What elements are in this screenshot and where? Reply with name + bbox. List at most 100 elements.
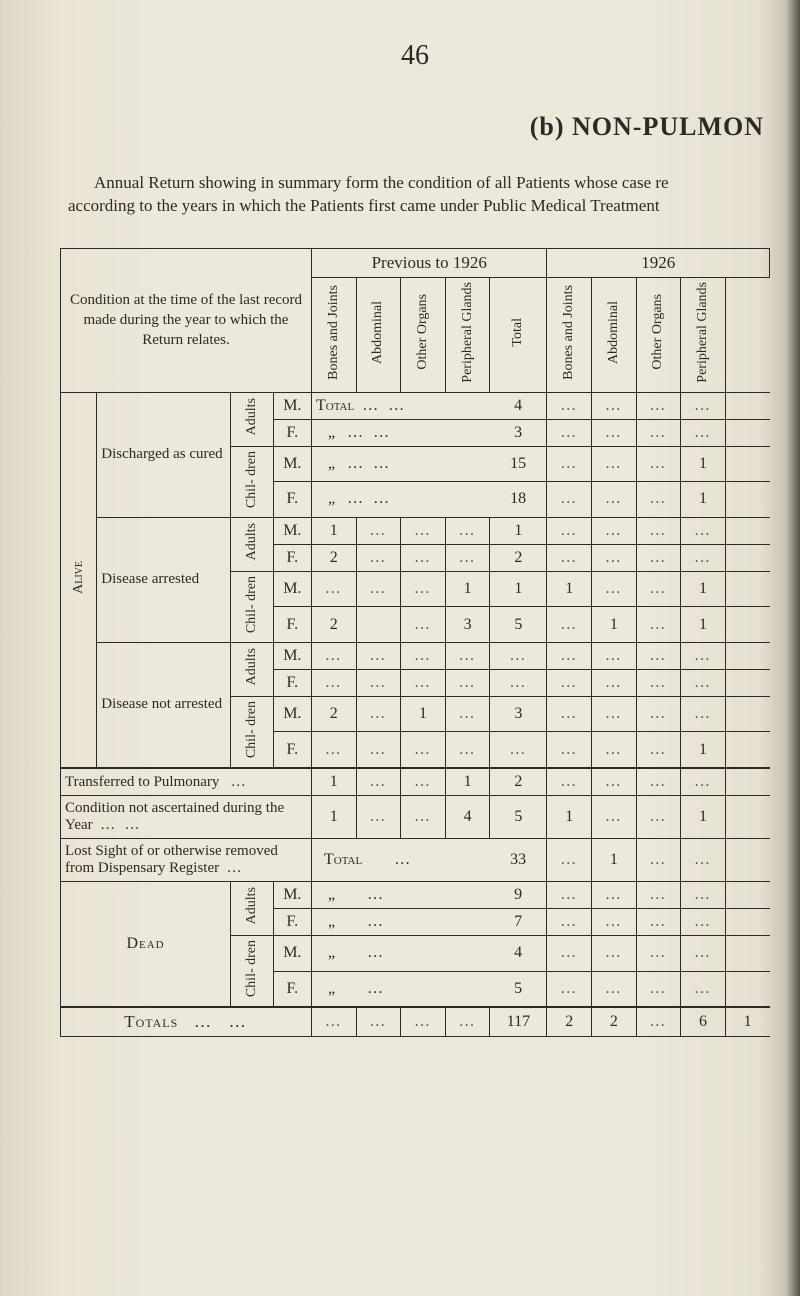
cell: … xyxy=(547,936,592,971)
ellipsis: … xyxy=(394,851,412,868)
cell: 1 xyxy=(681,607,726,643)
cell: … xyxy=(636,909,681,936)
cell: … xyxy=(592,669,637,696)
alive-label: Alive xyxy=(71,561,87,594)
col-peripheral-1926: Peripheral Glands xyxy=(695,282,711,383)
page-number: 46 xyxy=(60,40,770,72)
row-disease-arrested: Disease arrested xyxy=(97,517,231,642)
cell: 5 xyxy=(490,796,547,839)
row-lost-sight: Lost Sight of or otherwise removed from … xyxy=(61,839,312,882)
cell: … xyxy=(401,607,446,643)
cell: … xyxy=(356,1007,401,1037)
ditto: „ xyxy=(328,424,335,441)
cell: … xyxy=(681,768,726,796)
cell: 4 xyxy=(490,392,547,419)
cell: … xyxy=(547,696,592,731)
cell: … xyxy=(356,669,401,696)
cell: … xyxy=(636,571,681,607)
cell: 1 xyxy=(490,571,547,607)
section-heading: (b) NON-PULMON xyxy=(60,112,770,142)
sex-m: M. xyxy=(273,392,311,419)
cell: … xyxy=(592,768,637,796)
cell: 5 xyxy=(490,971,547,1007)
cell: 1 xyxy=(445,571,490,607)
cell: … xyxy=(401,768,446,796)
cell: … xyxy=(547,517,592,544)
cell: … xyxy=(592,796,637,839)
cell: … xyxy=(356,642,401,669)
ellipsis: … xyxy=(373,455,391,472)
ellipsis: … xyxy=(347,490,365,507)
col-bones-prev: Bones and Joints xyxy=(326,285,342,380)
word-total: Total xyxy=(316,397,354,414)
cell: … xyxy=(401,642,446,669)
cell: 33 xyxy=(490,839,547,882)
row-totals: Totals … … xyxy=(61,1007,312,1037)
cell: … xyxy=(312,669,357,696)
cell: … xyxy=(592,971,637,1007)
col-peripheral-prev: Peripheral Glands xyxy=(460,282,476,383)
cat-children-3: Chil- dren xyxy=(244,701,260,758)
cell: … xyxy=(445,669,490,696)
cell: … xyxy=(636,936,681,971)
cell: … xyxy=(636,1007,681,1037)
cell: … xyxy=(636,446,681,482)
cell: … xyxy=(592,882,637,909)
cell: … xyxy=(312,642,357,669)
cell: … xyxy=(547,419,592,446)
cell: … xyxy=(401,732,446,768)
cell: … xyxy=(547,768,592,796)
cat-children-1: Chil- dren xyxy=(244,451,260,508)
cell: 1 xyxy=(312,517,357,544)
ellipsis: … xyxy=(373,424,391,441)
ditto: „ xyxy=(328,913,335,930)
sex-m: M. xyxy=(273,936,311,971)
cell: … xyxy=(636,768,681,796)
cell: … xyxy=(681,696,726,731)
ellipsis: … xyxy=(367,944,385,961)
cell: … xyxy=(547,482,592,518)
row-discharged: Discharged as cured xyxy=(97,392,231,517)
cell: 2 xyxy=(490,768,547,796)
ellipsis: … xyxy=(367,980,385,997)
ellipsis: … xyxy=(373,490,391,507)
year-header: 1926 xyxy=(547,248,770,277)
cell: 1 xyxy=(547,796,592,839)
intro-line-2: according to the years in which the Pati… xyxy=(68,196,660,215)
sex-m: M. xyxy=(273,696,311,731)
cell: … xyxy=(592,732,637,768)
cell: 5 xyxy=(490,607,547,643)
cell: 1 xyxy=(681,482,726,518)
cell: … xyxy=(592,517,637,544)
cell: 1 xyxy=(725,1007,769,1037)
cell: 2 xyxy=(312,607,357,643)
cell: 117 xyxy=(490,1007,547,1037)
sex-m: M. xyxy=(273,446,311,482)
cell: … xyxy=(592,642,637,669)
cell: … xyxy=(681,517,726,544)
cell: … xyxy=(636,796,681,839)
cell: … xyxy=(636,696,681,731)
return-table: Condition at the time of the last record… xyxy=(60,248,770,1037)
cell: 2 xyxy=(490,544,547,571)
cell: 1 xyxy=(547,571,592,607)
cell: … xyxy=(312,571,357,607)
cell: … xyxy=(592,419,637,446)
ellipsis: … xyxy=(367,913,385,930)
cat-adults-1: Adults xyxy=(244,398,260,435)
cell: 1 xyxy=(681,732,726,768)
cell: … xyxy=(401,544,446,571)
cell: … xyxy=(490,669,547,696)
cell: … xyxy=(401,796,446,839)
cell: … xyxy=(636,419,681,446)
ditto: „ xyxy=(328,455,335,472)
cell: … xyxy=(445,544,490,571)
cell: … xyxy=(312,732,357,768)
cell: … xyxy=(681,669,726,696)
cell: … xyxy=(445,1007,490,1037)
cell: 2 xyxy=(312,544,357,571)
cell: 7 xyxy=(490,909,547,936)
cell: … xyxy=(547,607,592,643)
cell: … xyxy=(401,517,446,544)
cell: 3 xyxy=(445,607,490,643)
